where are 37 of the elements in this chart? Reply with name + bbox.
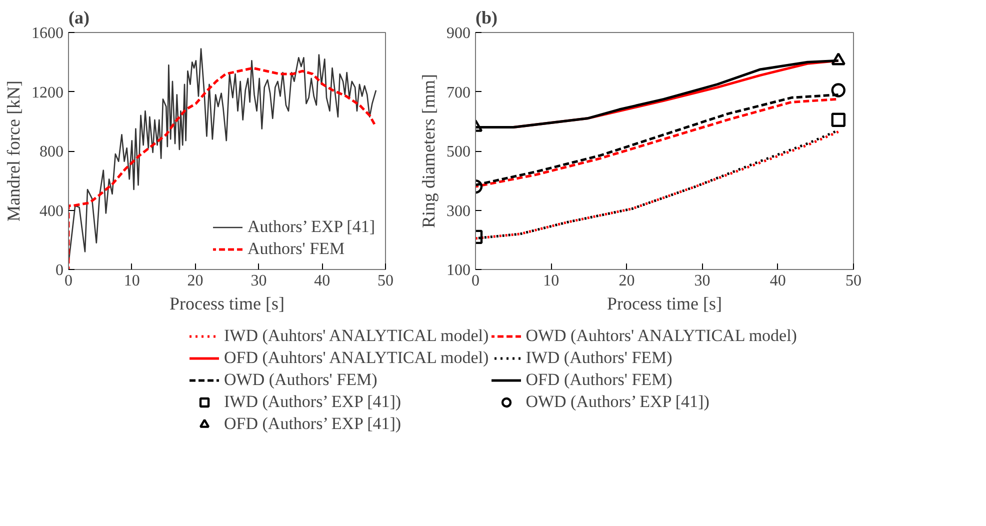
legend-label: IWD (Auhtors' ANALYTICAL model) <box>224 326 489 346</box>
y-tick-label: 1600 <box>32 25 64 42</box>
x-axis-title: Process time [s] <box>607 294 722 314</box>
legend-label: IWD (Authors' FEM) <box>526 348 672 368</box>
legend-label: OFD (Authors' FEM) <box>526 370 672 390</box>
y-tick-label: 700 <box>446 84 470 102</box>
x-tick-label: 50 <box>378 272 394 290</box>
legend-label: OWD (Auhtors' ANALYTICAL model) <box>526 326 797 346</box>
y-tick-label: 900 <box>446 25 470 42</box>
legend-label: OWD (Authors’ EXP [41]) <box>526 392 710 412</box>
x-axis-title: Process time [s] <box>170 294 284 314</box>
x-tick-label: 30 <box>694 272 710 290</box>
y-tick-label: 500 <box>446 144 470 160</box>
x-tick-label: 20 <box>187 272 204 290</box>
y-axis-title: Mandrel force [kN] <box>4 80 24 222</box>
legend-label: OWD (Authors' FEM) <box>224 370 378 390</box>
legend-label: OFD (Auhtors' ANALYTICAL model) <box>224 348 489 368</box>
y-tick-label: 1200 <box>32 84 64 102</box>
chart-title: (a) <box>68 8 90 28</box>
x-tick-label: 40 <box>314 272 330 290</box>
x-tick-label: 40 <box>770 272 786 290</box>
x-tick-label: 50 <box>846 272 862 290</box>
x-tick-label: 10 <box>124 272 140 290</box>
x-tick-label: 10 <box>543 272 560 290</box>
y-tick-label: 800 <box>40 144 64 160</box>
x-tick-label: 30 <box>250 272 267 290</box>
y-tick-label: 100 <box>446 262 470 279</box>
x-tick-label: 20 <box>618 272 635 290</box>
legend-label: Authors' FEM <box>248 239 345 259</box>
y-tick-label: 0 <box>56 262 64 279</box>
y-tick-label: 400 <box>40 202 64 220</box>
y-tick-label: 300 <box>446 202 470 220</box>
legend-label: OFD (Authors’ EXP [41]) <box>224 414 402 434</box>
legend-label: Authors’ EXP [41] <box>248 217 375 237</box>
y-axis-title: Ring diameters [mm] <box>418 74 438 228</box>
legend-label: IWD (Authors’ EXP [41]) <box>224 392 402 412</box>
chart-title: (b) <box>476 8 498 28</box>
